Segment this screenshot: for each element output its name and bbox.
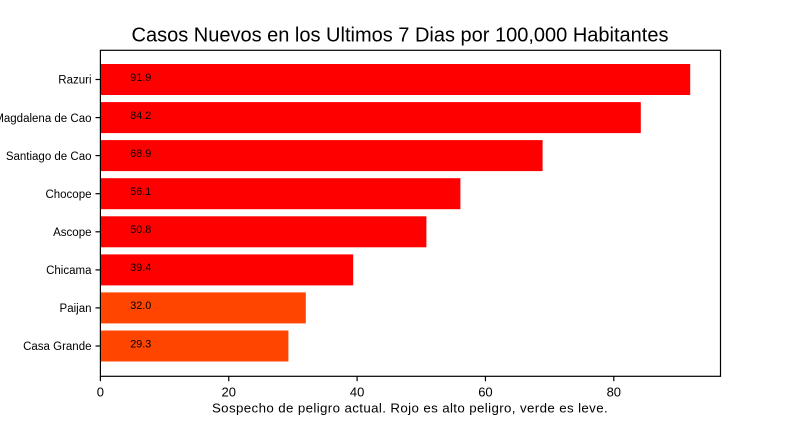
svg-text:60: 60	[478, 384, 492, 399]
svg-text:Paijan: Paijan	[60, 303, 92, 315]
svg-text:56.1: 56.1	[130, 186, 151, 198]
svg-text:Chicama: Chicama	[46, 265, 92, 277]
svg-text:Santiago de Cao: Santiago de Cao	[6, 151, 92, 163]
svg-text:50.8: 50.8	[130, 224, 151, 236]
svg-text:Casos Nuevos en los Ultimos 7: Casos Nuevos en los Ultimos 7 Dias por 1…	[132, 24, 669, 46]
svg-text:Razuri: Razuri	[58, 75, 91, 87]
svg-text:Chocope: Chocope	[45, 189, 91, 201]
svg-text:Magdalena de Cao: Magdalena de Cao	[0, 113, 92, 125]
svg-text:32.0: 32.0	[130, 300, 151, 312]
svg-text:39.4: 39.4	[130, 262, 151, 274]
svg-text:91.9: 91.9	[130, 72, 151, 84]
svg-text:0: 0	[97, 384, 104, 399]
svg-text:68.9: 68.9	[130, 148, 151, 160]
svg-text:Casa Grande: Casa Grande	[23, 341, 91, 353]
svg-text:Ascope: Ascope	[53, 227, 91, 239]
svg-text:40: 40	[350, 384, 364, 399]
svg-text:29.3: 29.3	[130, 338, 151, 350]
svg-text:20: 20	[222, 384, 236, 399]
svg-text:84.2: 84.2	[130, 110, 151, 122]
svg-text:Sospecho de peligro actual. Ro: Sospecho de peligro actual. Rojo es alto…	[212, 401, 608, 416]
svg-text:80: 80	[607, 384, 621, 399]
